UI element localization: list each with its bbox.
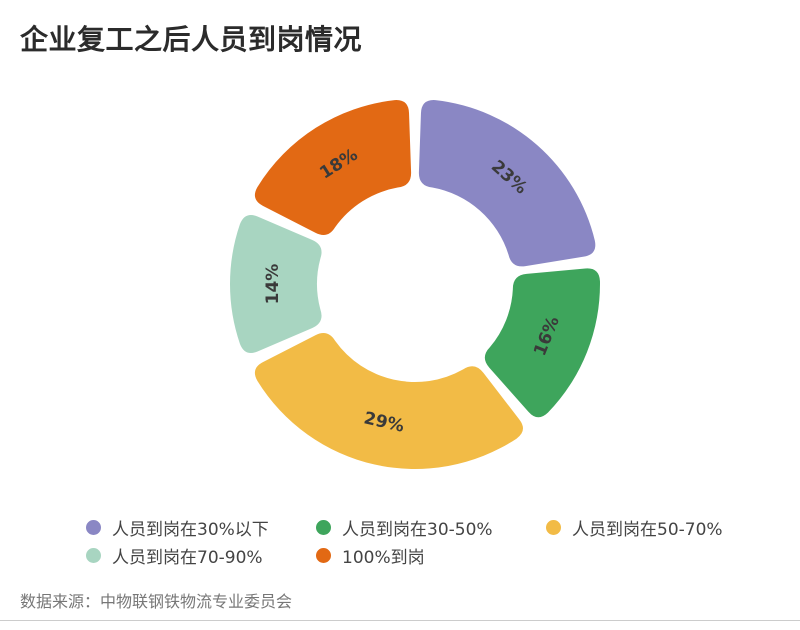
chart-title: 企业复工之后人员到岗情况 — [20, 23, 363, 56]
legend-label: 人员到岗在30-50% — [342, 519, 493, 540]
legend-row-2: 人员到岗在70-90% 100%到岗 — [86, 541, 786, 569]
legend-label: 人员到岗在30%以下 — [112, 519, 269, 540]
bottom-divider — [0, 620, 800, 621]
legend-swatch — [86, 519, 101, 535]
legend-swatch — [86, 547, 101, 563]
slice-30-50 — [484, 268, 601, 418]
legend: 人员到岗在30%以下 人员到岗在30-50% 人员到岗在50-70% 人员到岗在… — [86, 513, 786, 569]
legend-label: 100%到岗 — [342, 547, 425, 568]
legend-swatch — [546, 519, 561, 535]
slice-100 — [254, 100, 412, 236]
source-note: 数据来源：中物联钢铁物流专业委员会 — [20, 592, 293, 611]
legend-item-below-30[interactable]: 人员到岗在30%以下 — [86, 515, 316, 540]
legend-item-100[interactable]: 100%到岗 — [316, 543, 425, 568]
slice-value-label: 14% — [263, 264, 283, 305]
legend-label: 人员到岗在70-90% — [112, 547, 263, 568]
legend-swatch — [316, 547, 331, 563]
legend-item-70-90[interactable]: 人员到岗在70-90% — [86, 543, 316, 568]
legend-row-1: 人员到岗在30%以下 人员到岗在30-50% 人员到岗在50-70% — [86, 513, 786, 541]
legend-item-30-50[interactable]: 人员到岗在30-50% — [316, 515, 546, 540]
slice-below-30 — [418, 100, 596, 267]
donut-chart: 23%16%29%14%18% — [230, 100, 601, 470]
slice-50-70 — [254, 332, 523, 470]
legend-swatch — [316, 519, 331, 535]
slice-70-90 — [230, 215, 322, 353]
legend-label: 人员到岗在50-70% — [572, 519, 723, 540]
donut-slices — [230, 100, 601, 470]
legend-item-50-70[interactable]: 人员到岗在50-70% — [546, 515, 723, 540]
